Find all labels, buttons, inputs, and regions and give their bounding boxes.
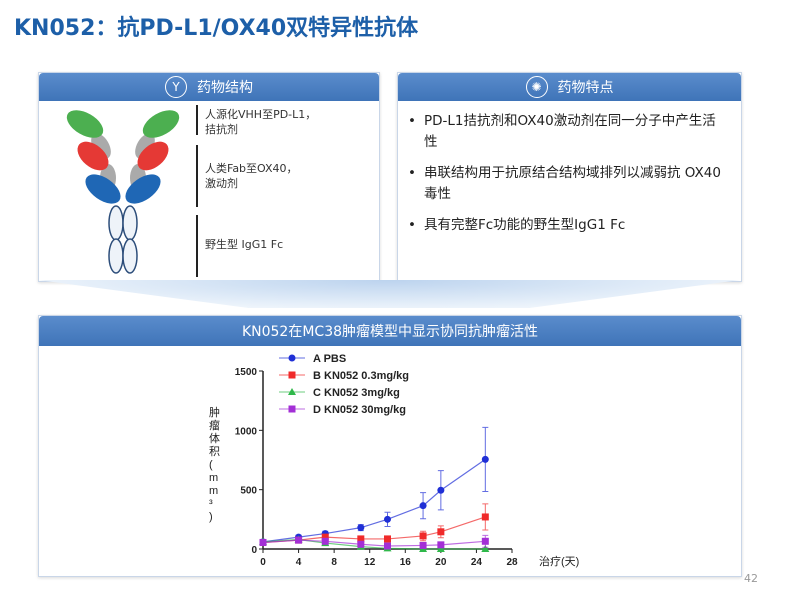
decorative-band [38,280,740,308]
y-tick-label: 1500 [235,367,258,378]
list-item: 串联结构用于抗原结合结构域排列以减弱抗 OX40毒性 [408,163,723,205]
x-tick-label: 12 [364,557,376,568]
x-tick-label: 4 [296,557,302,568]
y-axis-label: 肿瘤体积(m m ³) [209,405,220,523]
data-point [357,535,365,543]
data-point [481,545,490,552]
data-point [419,502,427,510]
data-point [481,537,489,545]
drug-features-panel: ✺ 药物特点 PD-L1拮抗剂和OX40激动剂在同一分子中产生活性 串联结构用于抗… [397,72,742,282]
target-icon: ✺ [525,76,548,98]
y-tick-label: 500 [240,486,257,497]
brace [191,215,198,277]
x-axis-label: 治疗(天) [539,554,579,568]
data-point [259,538,267,546]
list-item: 具有完整Fc功能的野生型IgG1 Fc [408,215,723,236]
brace [191,105,198,135]
data-point [384,535,391,543]
data-point [357,540,365,548]
brace [191,145,198,207]
antibody-icon: Y [165,76,187,98]
y-tick-label: 0 [251,545,257,556]
vhh-label: 人源化VHH至PD-L1， 拮抗剂 [205,108,317,136]
feature-list: PD-L1拮抗剂和OX40激动剂在同一分子中产生活性 串联结构用于抗原结合结构域… [398,111,741,236]
x-tick-label: 28 [506,557,518,568]
panel-header: Y 药物结构 [39,73,379,101]
data-point [481,455,489,463]
x-tick-label: 20 [435,557,447,568]
panel-header: KN052在MC38肿瘤模型中显示协同抗肿瘤活性 [39,316,741,346]
legend-entry: D KN052 30mg/kg [313,404,406,416]
panel-title: 药物结构 [197,80,253,96]
data-point [419,532,427,540]
data-point [436,545,445,552]
fab-label: 人类Fab至OX40， 激动剂 [205,162,298,190]
list-item: PD-L1拮抗剂和OX40激动剂在同一分子中产生活性 [408,111,723,153]
efficacy-panel: KN052在MC38肿瘤模型中显示协同抗肿瘤活性 0 4 8 12 16 20 24 28 0 5… [38,315,742,577]
data-point [321,537,329,545]
panel-header: ✺ 药物特点 [398,73,741,101]
data-point [288,371,296,379]
data-point [321,533,329,541]
antibody-diagram [66,110,180,274]
legend-entry: A PBS [313,353,346,365]
drug-structure-panel: Y 药物结构 人源化VHH至PD-L1， 拮抗剂 人类Fab至OX40， 激动剂 … [38,72,380,282]
data-point [437,541,445,549]
data-point [384,542,391,550]
page-title: KN052：抗PD-L1/OX40双特异性抗体 [14,16,419,41]
data-point [384,515,391,523]
series-line [262,458,486,543]
x-tick-label: 24 [471,557,483,568]
page-number: 42 [744,572,758,585]
data-point [481,513,489,521]
tumor-volume-chart: 0 4 8 12 16 20 24 28 0 500 1000 1500 治疗(天) 肿瘤体积(m m ³) A… [209,353,579,568]
data-point [437,486,445,494]
data-point [288,354,296,362]
legend-entry: C KN052 3mg/kg [313,387,400,399]
data-point [419,541,427,549]
data-point [295,536,303,544]
y-tick-label: 1000 [235,426,258,437]
data-point [288,388,296,395]
panel-title: 药物特点 [557,80,614,96]
x-tick-label: 8 [331,557,337,568]
panel-title: KN052在MC38肿瘤模型中显示协同抗肿瘤活性 [241,324,539,340]
legend-entry: B KN052 0.3mg/kg [313,370,409,382]
data-point [357,524,365,532]
x-tick-label: 0 [260,557,266,568]
fc-label: 野生型 IgG1 Fc [205,238,284,251]
data-point [437,528,445,536]
x-tick-label: 16 [400,557,412,568]
data-point [288,405,296,413]
